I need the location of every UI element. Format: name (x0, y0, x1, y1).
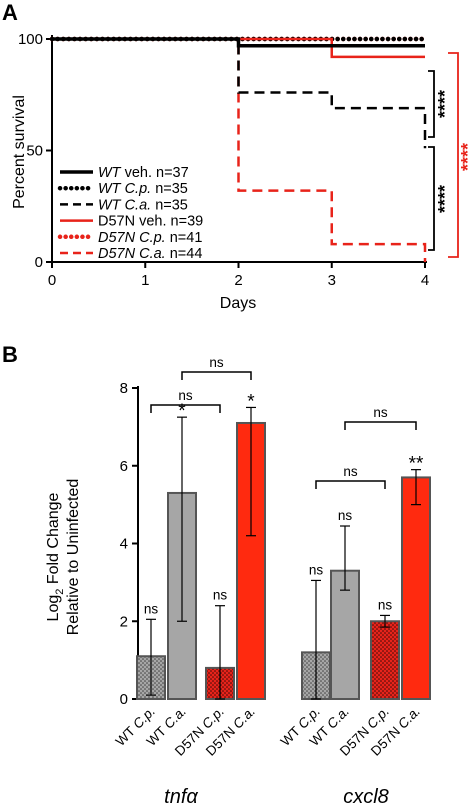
legend-label: D57N veh. n=39 (98, 214, 203, 230)
b-y-tick-label: 0 (120, 691, 128, 708)
bracket-label: ns (209, 355, 224, 370)
legend-label: WT C.p. n=35 (98, 181, 188, 197)
survival-axes: 0 1 2 3 4 0 50 100 (18, 31, 429, 289)
sig-bracket-d57n (448, 52, 459, 258)
significance-label: ** (409, 454, 424, 475)
survival-significance: ************ (428, 52, 474, 258)
sig-label-ca: **** (435, 185, 455, 213)
legend-label: D57N C.a. n=44 (98, 246, 202, 262)
comparison-bracket (315, 480, 386, 489)
significance-label: ns (144, 601, 159, 616)
sig-bracket-wt (428, 70, 435, 138)
survival-curve (52, 37, 427, 262)
b-y-tick-label: 6 (120, 458, 128, 475)
a-x-tick-label: 4 (421, 272, 429, 289)
a-y-tick-label: 50 (26, 143, 43, 160)
a-x-tick-label: 2 (234, 272, 242, 289)
comparison-brackets: ns ns ns ns (150, 355, 417, 489)
bars (136, 421, 431, 701)
b-y-axis-title: Log2 Fold Change Relative to Uninfected (45, 479, 82, 636)
bar (370, 620, 400, 700)
survival-curves (49, 36, 428, 262)
b-y-tick-label: 4 (120, 536, 128, 553)
a-x-tick-label: 3 (328, 272, 336, 289)
comparison-bracket (150, 404, 221, 413)
significance-label: ns (213, 588, 228, 603)
a-y-tick-label: 0 (35, 254, 43, 271)
bracket-label: ns (343, 464, 358, 479)
bar (401, 476, 431, 700)
gene-label-cxcl8: cxcl8 (343, 786, 389, 808)
b-y-tick-label: 8 (120, 380, 128, 397)
error-bars (146, 406, 421, 700)
sig-label-wt: **** (435, 90, 455, 118)
comparison-bracket (181, 371, 252, 380)
panel-letter-b: B (2, 342, 18, 367)
x-axis-title: Days (220, 295, 256, 312)
a-y-tick-label: 100 (18, 31, 43, 48)
b-y-axis-title-line1: Log2 Fold Change (45, 492, 66, 621)
bar (330, 569, 360, 701)
bar-category-labels: WT C.p.WT C.a.D57N C.p.D57N C.a.WT C.p.W… (113, 704, 423, 759)
y-axis-title: Percent survival (11, 95, 28, 209)
significance-label: ns (338, 508, 353, 523)
b-y-tick-label: 2 (120, 613, 128, 630)
a-x-tick-label: 0 (48, 272, 56, 289)
survival-curve (52, 37, 425, 48)
legend-label: WT C.a. n=35 (98, 197, 188, 213)
b-y-axis-title-line2: Relative to Uninfected (65, 479, 82, 636)
bracket-label: ns (178, 388, 193, 403)
sig-label-d57n: **** (458, 143, 474, 171)
legend-label: WT veh. n=37 (98, 165, 189, 181)
sig-bracket-ca (428, 146, 435, 251)
bar-axes: 0 2 4 6 8 (120, 380, 139, 708)
significance-label: ns (378, 597, 393, 612)
a-x-tick-label: 1 (141, 272, 149, 289)
significance-label: ns (309, 562, 324, 577)
panel-letter-a: A (2, 0, 18, 25)
legend-label: D57N C.p. n=41 (98, 230, 202, 246)
significance-label: * (178, 401, 186, 422)
gene-label-tnfa: tnfα (164, 786, 198, 808)
comparison-bracket (344, 421, 417, 430)
bracket-label: ns (373, 405, 388, 420)
significance-label: * (247, 391, 255, 412)
